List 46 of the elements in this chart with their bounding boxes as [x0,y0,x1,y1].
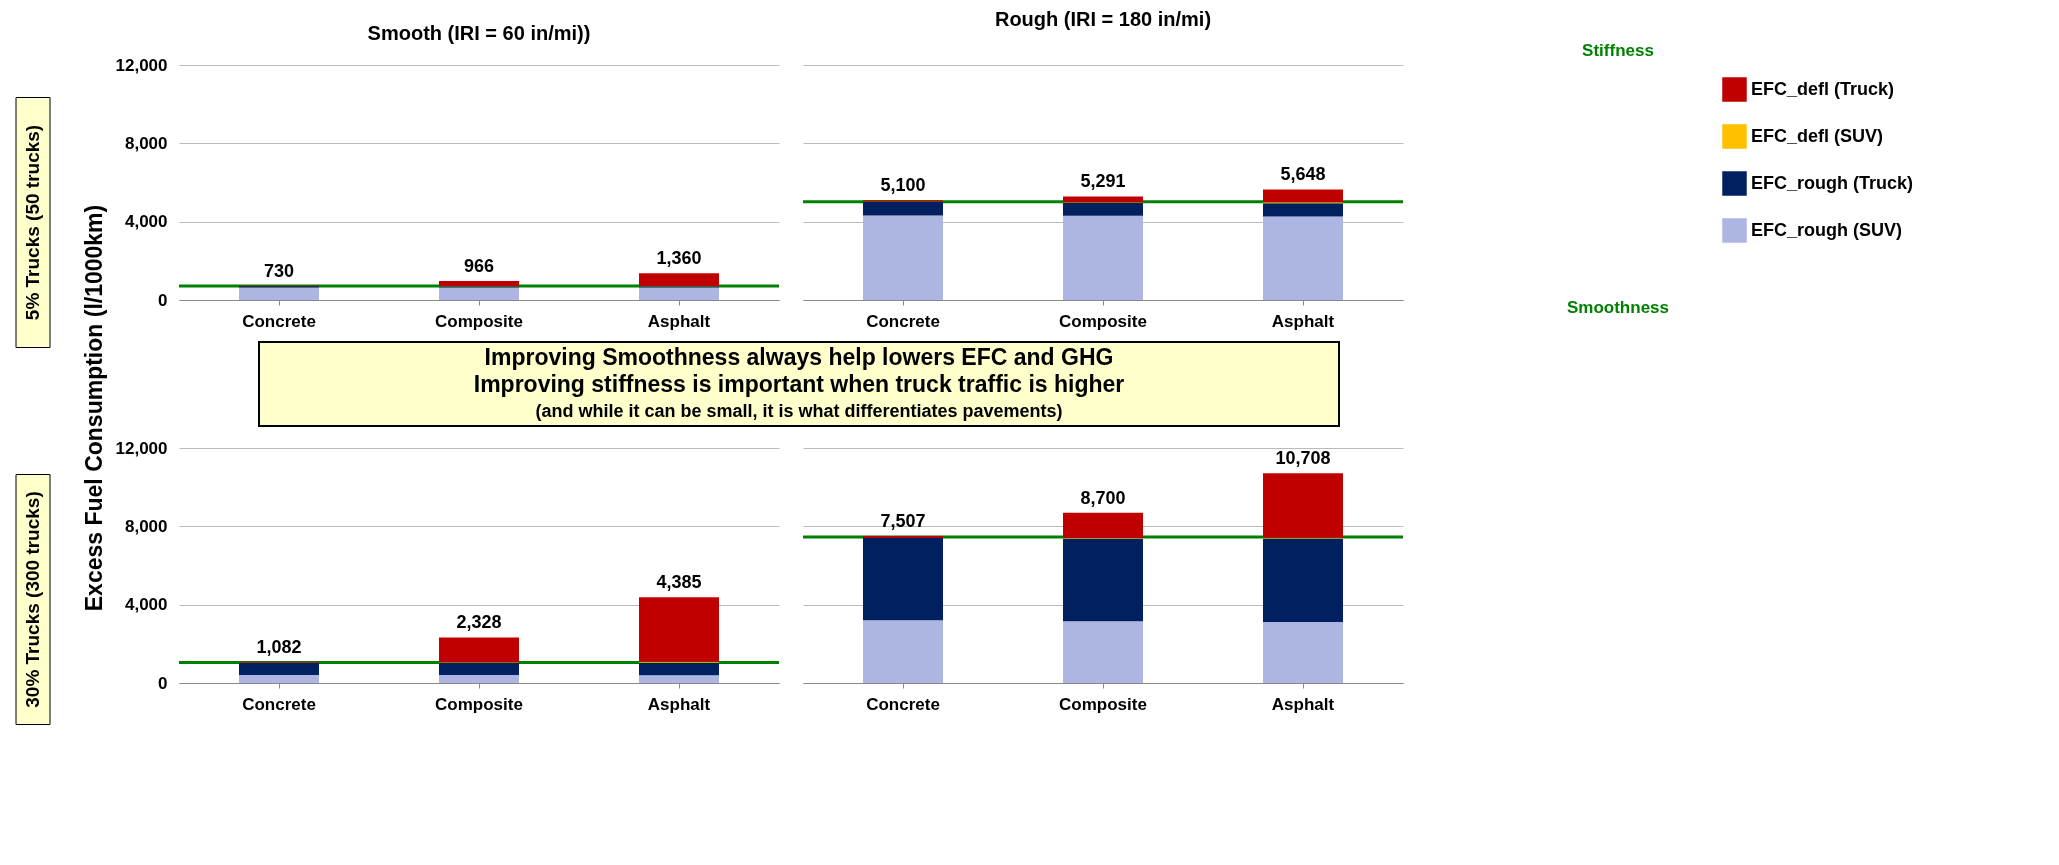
y-axis-title: Excess Fuel Consumption (l/1000km) [81,204,107,612]
text: Improving Smoothness always help lowers EFC and GHG [484,344,1114,370]
y-tick-label: 0 [158,673,168,693]
total-label: 7,507 [880,510,926,531]
y-tick-label: 8,000 [124,516,168,536]
text: Stiffness [1582,41,1654,60]
y-tick-label: 0 [158,290,168,310]
x-tick-label: Composite [435,694,523,714]
x-tick-label: Composite [1059,694,1147,714]
x-tick-label: Asphalt [647,694,711,714]
total-label: 5,100 [880,175,926,196]
y-tick-label: 12,000 [115,55,168,75]
text: Improving stiffness is important when truck traffic is higher [473,371,1125,397]
x-tick-label: Asphalt [1271,694,1335,714]
total-label: 2,328 [456,612,502,633]
y-tick-label: 4,000 [124,212,168,232]
legend-label: EFC_rough (Truck) [1751,172,1914,193]
total-label: 966 [463,256,495,277]
total-label: 5,648 [1280,164,1326,185]
chart-title: Smooth (IRI = 60 in/mi)) [367,22,591,44]
total-label: 10,708 [1275,448,1331,469]
text: 5% Trucks (50 trucks) [22,124,43,321]
y-tick-label: 8,000 [124,133,168,153]
total-label: 8,700 [1080,487,1126,508]
x-tick-label: Concrete [242,311,316,331]
chart-title: Rough (IRI = 180 in/mi) [994,8,1212,30]
x-tick-label: Concrete [866,311,940,331]
legend-label: EFC_defl (Truck) [1751,78,1895,99]
x-tick-label: Asphalt [1271,311,1335,331]
legend-label: EFC_defl (SUV) [1751,125,1884,146]
text: (and while it can be small, it is what differentiates pavements) [535,401,1063,421]
total-label: 4,385 [656,572,702,593]
text: 30% Trucks (300 trucks) [22,491,43,708]
x-tick-label: Asphalt [647,311,711,331]
y-tick-label: 4,000 [124,595,168,615]
x-tick-label: Concrete [866,694,940,714]
x-tick-label: Composite [435,311,523,331]
x-tick-label: Concrete [242,694,316,714]
total-label: 5,291 [1080,171,1126,192]
y-tick-label: 12,000 [115,438,168,458]
total-label: 1,082 [256,636,302,657]
text: Smoothness [1566,298,1670,317]
total-label: 730 [263,260,295,281]
legend-label: EFC_rough (SUV) [1751,219,1902,240]
total-label: 1,360 [656,248,702,269]
x-tick-label: Composite [1059,311,1147,331]
